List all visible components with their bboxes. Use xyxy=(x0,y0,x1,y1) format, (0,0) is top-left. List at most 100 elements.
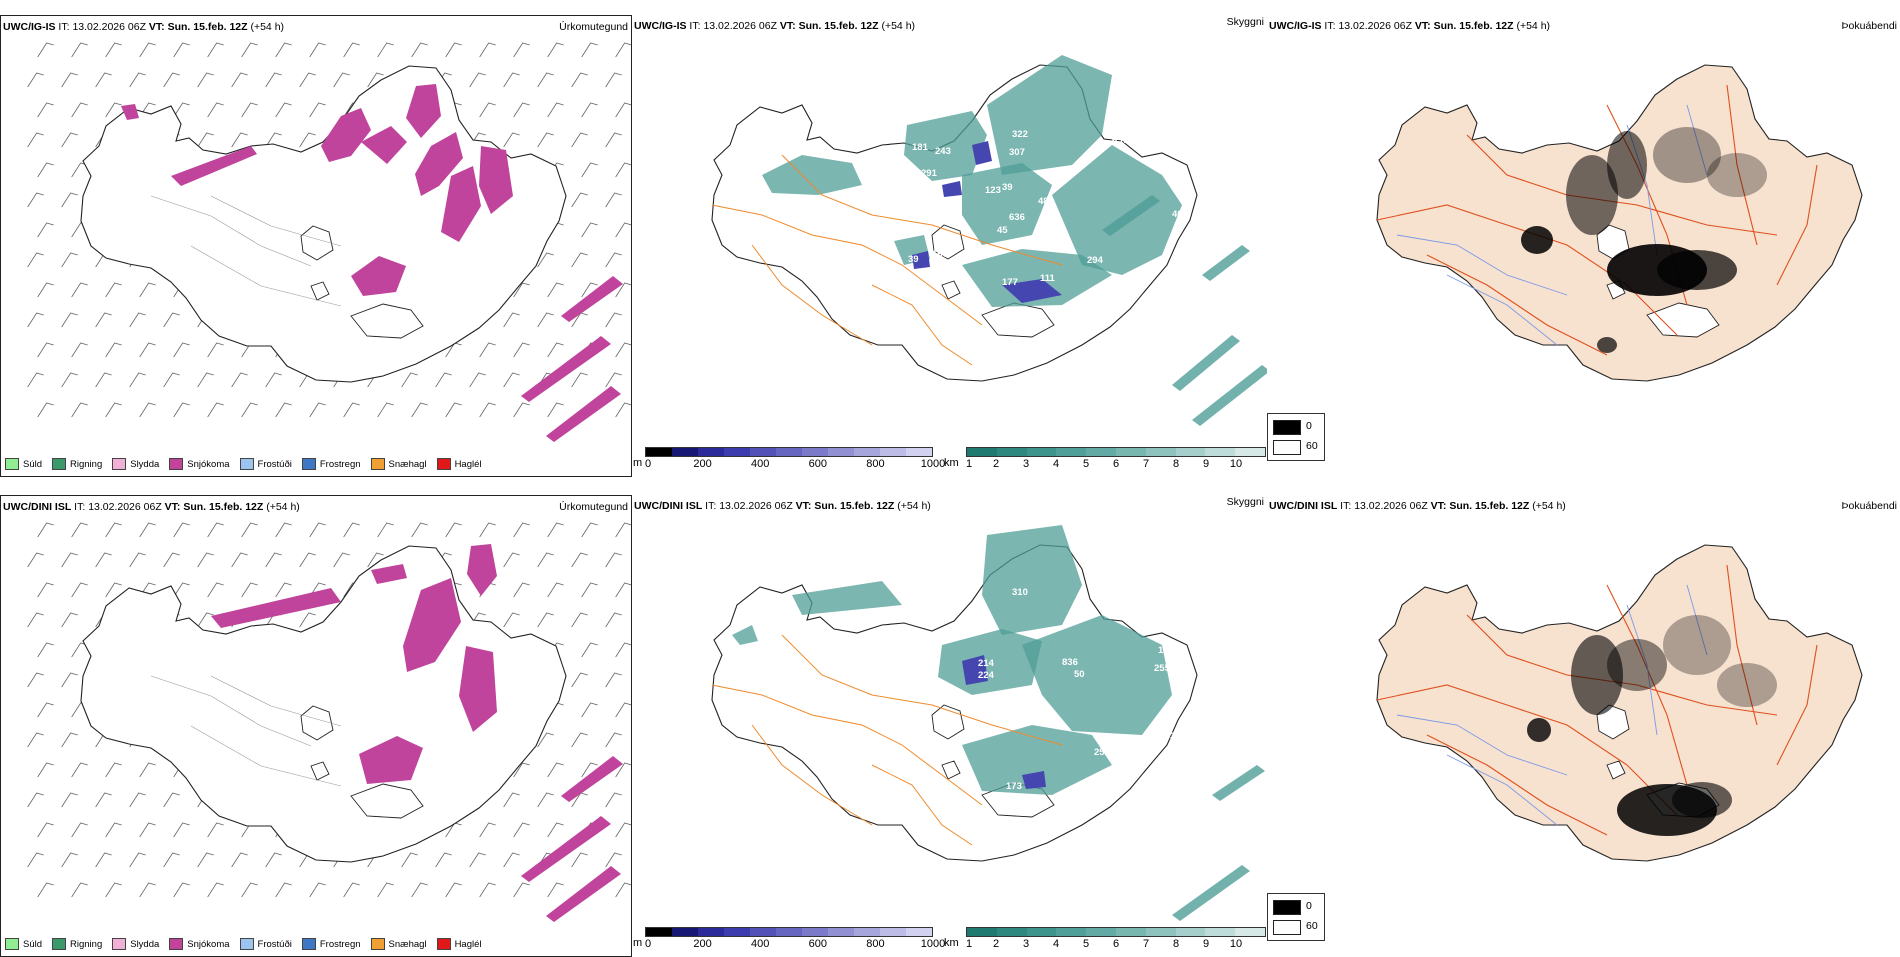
low-visibility-area xyxy=(904,111,987,181)
colorbar-tick: 1 xyxy=(966,458,973,470)
legend-label: Haglél xyxy=(454,938,482,950)
height-colorbar: 0 200 400 600 800 1000 xyxy=(645,927,945,950)
colorbar-cell xyxy=(698,448,724,456)
snow-band xyxy=(561,276,623,322)
cloud-base-area xyxy=(912,251,930,269)
colorbar-tick: 600 xyxy=(808,458,827,470)
cloud-height-label: 154 xyxy=(1042,220,1059,231)
fog-area xyxy=(1707,153,1767,197)
panel-title: Skyggni xyxy=(1226,16,1264,28)
colorbar-tick: 1000 xyxy=(920,938,946,950)
legend-swatch xyxy=(370,458,385,470)
cloud-base-area xyxy=(972,141,992,165)
cloud-height-label: 294 xyxy=(1087,255,1104,266)
glacier-outline xyxy=(1646,302,1720,338)
legend-item: Frostregn xyxy=(301,938,361,950)
legend-swatch xyxy=(169,938,184,950)
legend-label: Frostúði xyxy=(257,458,292,470)
colorbar-cell xyxy=(698,928,724,936)
visibility-band xyxy=(1102,195,1160,236)
glacier-outline xyxy=(350,303,424,339)
fog-index-panel: UWC/IG-IS IT: 13.02.2026 06Z VT: Sun. 15… xyxy=(1267,15,1900,477)
glacier-outline xyxy=(300,225,334,261)
colorbar-tick: 6 xyxy=(1112,458,1120,470)
glacier-outline xyxy=(300,705,334,741)
colorbar-tick: 7 xyxy=(1142,458,1150,470)
panel-header: UWC/IG-IS IT: 13.02.2026 06Z VT: Sun. 15… xyxy=(3,21,285,33)
colorbar-tick: 200 xyxy=(693,938,712,950)
colorbar-cell xyxy=(967,448,997,456)
colorbar-tick: 0 xyxy=(645,458,652,470)
cloud-height-label: 45 xyxy=(997,225,1008,236)
cloud-height-label: 37 xyxy=(1166,751,1177,762)
legend-label: Snjókoma xyxy=(187,458,230,470)
colorbar-cell xyxy=(646,448,672,456)
colorbar-cell xyxy=(1115,448,1146,456)
low-visibility-area xyxy=(732,625,758,645)
snow-area xyxy=(459,646,497,732)
cloud-height-label: 209 xyxy=(944,199,960,210)
legend-item: Súld xyxy=(5,938,42,950)
panel-header: UWC/DINI ISL IT: 13.02.2026 06Z VT: Sun.… xyxy=(3,501,300,513)
panel-header: UWC/IG-IS IT: 13.02.2026 06Z VT: Sun. 15… xyxy=(634,20,916,32)
fog-area xyxy=(1607,639,1667,691)
fog-legend-label: 0 xyxy=(1306,900,1312,912)
colorbar-tick: 5 xyxy=(1082,458,1090,470)
colorbar-cell xyxy=(967,928,997,936)
cloud-height-label: 50 xyxy=(1074,669,1085,680)
snow-band xyxy=(546,866,621,922)
fog-legend-swatch xyxy=(1273,920,1301,935)
snow-band xyxy=(521,336,611,402)
colorbar-cell xyxy=(750,928,776,936)
cloud-height-label: 32 xyxy=(1170,731,1181,742)
colorbar-cell xyxy=(1205,448,1236,456)
glacier-outline xyxy=(1606,760,1626,780)
cloud-height-label: 538 xyxy=(1112,611,1128,622)
visibility-band xyxy=(1172,865,1250,921)
colorbar-cell xyxy=(1235,448,1265,456)
cloud-height-label: 173 xyxy=(1006,781,1022,792)
colorbar-tick: 8 xyxy=(1172,938,1180,950)
colorbar-cell xyxy=(672,448,698,456)
cloud-height-label: 224 xyxy=(978,670,995,681)
legend-swatch xyxy=(301,458,316,470)
glacier-outline xyxy=(931,704,965,740)
cloud-base-area xyxy=(1022,771,1046,789)
legend-label: Súld xyxy=(23,458,43,470)
legend-label: Snæhagl xyxy=(388,458,427,470)
colorbar-tick: 7 xyxy=(1142,938,1150,950)
cloud-height-label: 142 xyxy=(1158,645,1174,656)
cloud-base-area xyxy=(1002,279,1062,303)
low-visibility-area xyxy=(962,725,1112,795)
legend-label: Rigning xyxy=(70,458,103,470)
height-colorbar: 0 200 400 600 800 1000 xyxy=(645,447,945,470)
cloud-height-label: 291 xyxy=(921,168,938,179)
panel-header: UWC/DINI ISL IT: 13.02.2026 06Z VT: Sun.… xyxy=(1269,500,1566,512)
cloud-height-label: 160 xyxy=(932,249,948,260)
colorbar-cell xyxy=(880,448,906,456)
snow-area xyxy=(479,146,513,214)
panel-title: Þokuábendi xyxy=(1841,20,1897,32)
legend-swatch xyxy=(436,938,451,950)
fog-area xyxy=(1527,718,1551,742)
colorbar-cell xyxy=(750,448,776,456)
cloud-height-label: 118 xyxy=(1114,277,1129,288)
fog-area xyxy=(1653,127,1721,183)
cloud-height-label: 111 xyxy=(1040,273,1056,284)
cloud-base-area xyxy=(942,181,962,197)
colorbar-tick: 400 xyxy=(751,458,770,470)
precip-map xyxy=(27,42,631,442)
colorbar-tick: 0 xyxy=(645,938,652,950)
iceland-coastline xyxy=(1376,544,1863,862)
colorbar-tick: 6 xyxy=(1112,938,1120,950)
fog-area xyxy=(1717,663,1777,707)
glacier-outline xyxy=(310,761,330,781)
legend-item: Snjókoma xyxy=(169,458,230,470)
cloud-height-label: 201 xyxy=(1088,788,1105,799)
legend-swatch xyxy=(239,458,254,470)
colorbar-tick: 2 xyxy=(992,458,1000,470)
cloud-height-label: 484 xyxy=(1038,196,1055,207)
colorbar-tick: 200 xyxy=(693,458,712,470)
fog-legend-swatch xyxy=(1273,900,1301,915)
low-visibility-area xyxy=(792,581,902,615)
